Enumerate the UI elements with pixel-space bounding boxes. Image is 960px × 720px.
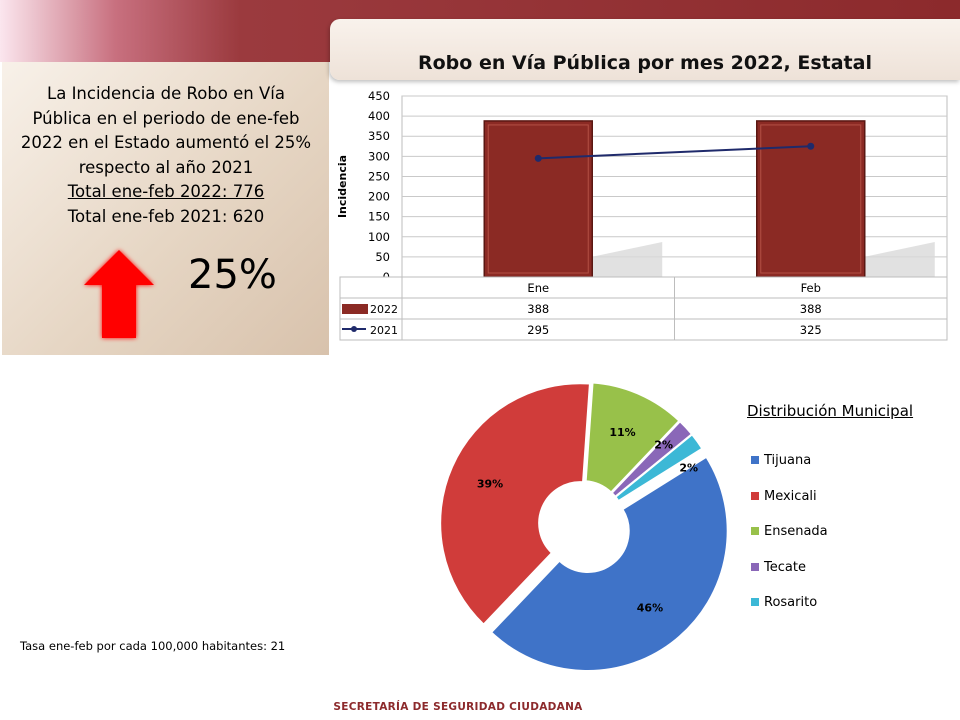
y-tick-label: 300 — [368, 149, 390, 163]
big-percent: 25% — [188, 252, 277, 298]
x-tick-label: Ene — [527, 281, 549, 295]
summary-line-1: La Incidencia de Robo en Vía — [47, 84, 285, 103]
donut-slice-tijuana — [489, 455, 729, 672]
table-value-2021: 325 — [800, 323, 822, 337]
bar-bevel — [487, 124, 589, 274]
chart-title-box: Robo en Vía Pública por mes 2022, Estata… — [330, 19, 960, 80]
y-axis-label: Incidencia — [336, 155, 349, 218]
donut-label: 39% — [477, 477, 503, 490]
legend-label: Mexicali — [764, 488, 817, 504]
y-tick-label: 350 — [368, 129, 390, 143]
total-2022: Total ene-feb 2022: 776 — [67, 182, 265, 201]
line-point — [807, 142, 815, 150]
summary-line-3: 2022 en el Estado aumentó el 25% — [20, 133, 312, 152]
donut-label: 46% — [637, 601, 663, 614]
donut-slice-mexicali — [439, 382, 592, 626]
summary-text: La Incidencia de Robo en Vía Pública en … — [10, 82, 322, 229]
legend-item-rosarito: Rosarito — [751, 595, 818, 610]
footer-rate: Tasa ene-feb por cada 100,000 habitantes… — [20, 639, 286, 653]
series-2021-key-point — [351, 326, 357, 332]
chart-title: Robo en Vía Pública por mes 2022, Estata… — [418, 52, 872, 74]
table-value-2021: 295 — [527, 323, 549, 337]
x-tick-label: Feb — [801, 281, 821, 295]
donut-label: 2% — [679, 462, 698, 475]
table-value-2022: 388 — [527, 302, 549, 316]
total-2021: Total ene-feb 2021: 620 — [67, 206, 265, 226]
summary-line-2: Pública en el periodo de ene-feb — [32, 108, 300, 128]
up-arrow-icon — [84, 250, 154, 338]
footer-agency: SECRETARÍA DE SEGURIDAD CIUDADANA — [333, 701, 583, 713]
bar-bevel — [760, 124, 862, 274]
legend-item-tecate: Tecate — [751, 559, 806, 575]
y-tick-label: 50 — [375, 250, 390, 264]
bar-chart: 050100150200250300350400450IncidenciaEne… — [336, 89, 948, 341]
series-2022-key — [342, 304, 368, 314]
y-tick-label: 150 — [368, 210, 390, 224]
table-value-2022: 388 — [800, 302, 822, 316]
summary-panel: La Incidencia de Robo en Vía Pública en … — [2, 62, 329, 355]
line-point — [534, 154, 542, 162]
series-2022-name: 2022 — [370, 303, 398, 316]
series-2021-name: 2021 — [370, 324, 398, 337]
legend-item-ensenada: Ensenada — [751, 524, 828, 539]
y-tick-label: 100 — [368, 230, 390, 244]
legend-swatch — [751, 527, 759, 535]
legend-swatch — [751, 562, 759, 571]
legend-label: Tecate — [764, 559, 806, 575]
bar — [483, 120, 593, 278]
donut-label: 11% — [609, 426, 635, 439]
y-tick-label: 450 — [368, 89, 390, 103]
legend-swatch — [751, 491, 759, 500]
legend-swatch — [751, 598, 759, 606]
legend-label: Tijuana — [764, 453, 812, 468]
y-tick-label: 250 — [368, 169, 390, 183]
donut-slice-rosarito — [613, 432, 704, 503]
donut-label: 2% — [654, 439, 673, 452]
y-tick-label: 200 — [368, 190, 390, 204]
legend-swatch — [751, 456, 759, 464]
legend-item-mexicali: Mexicali — [751, 488, 817, 504]
legend-title: Distribución Municipal — [747, 402, 914, 420]
legend-item-tijuana: Tijuana — [751, 453, 812, 468]
summary-line-4: respecto al año 2021 — [78, 157, 254, 177]
data-table — [339, 276, 948, 341]
legend-label: Ensenada — [764, 524, 828, 539]
line-series — [538, 145, 811, 160]
y-tick-label: 400 — [368, 109, 390, 123]
legend-label: Rosarito — [764, 595, 818, 610]
